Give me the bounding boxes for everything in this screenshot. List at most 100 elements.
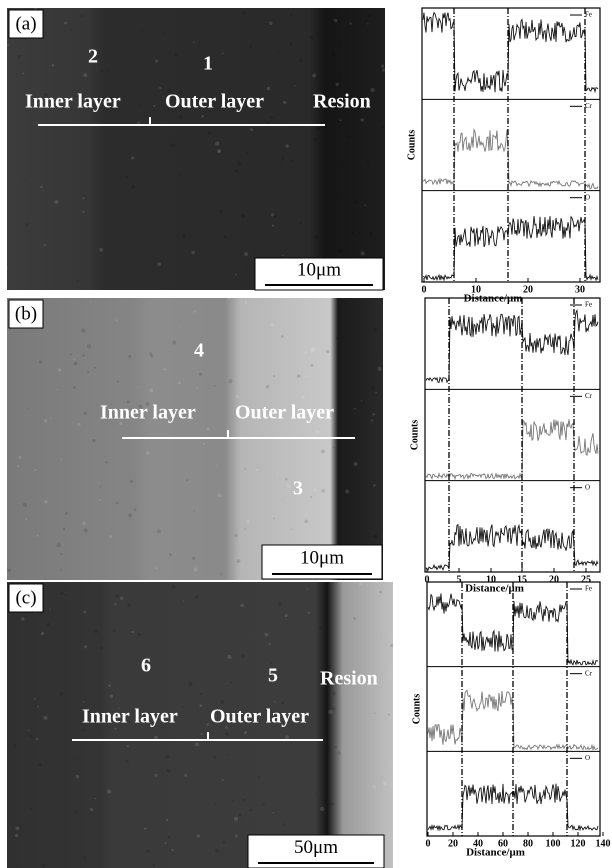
profile-curve	[425, 523, 599, 571]
texture	[241, 417, 244, 420]
texture	[370, 419, 374, 422]
y-axis-label: Counts	[406, 130, 417, 161]
texture	[214, 803, 217, 806]
texture	[70, 28, 73, 32]
texture	[137, 121, 140, 125]
texture	[200, 732, 203, 735]
texture	[49, 417, 52, 419]
y-axis-label: Counts	[411, 694, 422, 725]
texture	[220, 573, 222, 575]
texture	[390, 643, 394, 648]
texture	[82, 197, 85, 200]
texture	[310, 496, 313, 499]
texture	[271, 224, 274, 227]
texture	[114, 602, 117, 606]
texture	[367, 23, 369, 25]
texture	[125, 175, 129, 179]
texture	[40, 631, 45, 636]
texture	[127, 513, 133, 518]
texture	[349, 22, 352, 25]
texture	[207, 130, 212, 135]
texture	[15, 826, 20, 831]
panel-label-box	[8, 299, 44, 329]
texture	[229, 681, 233, 684]
texture	[199, 692, 203, 696]
x-tick-label: 20	[448, 838, 458, 849]
texture	[236, 559, 241, 564]
texture	[74, 810, 76, 813]
texture	[278, 602, 283, 607]
texture	[306, 588, 308, 590]
texture	[25, 518, 28, 520]
texture	[76, 279, 80, 283]
texture	[301, 395, 305, 399]
texture	[29, 807, 33, 811]
texture	[137, 386, 139, 388]
texture	[219, 209, 224, 214]
texture	[206, 427, 210, 431]
texture	[105, 460, 108, 464]
x-tick-label: 80	[523, 838, 533, 849]
x-tick-label: 15	[517, 574, 527, 585]
texture	[373, 535, 376, 538]
texture	[167, 769, 172, 774]
texture	[272, 214, 277, 219]
texture	[299, 222, 303, 225]
panel-label-box	[8, 583, 44, 613]
texture	[285, 478, 288, 481]
texture	[131, 630, 134, 634]
texture	[283, 100, 287, 105]
texture	[257, 776, 260, 779]
texture	[83, 610, 87, 614]
texture	[62, 527, 66, 531]
texture	[51, 63, 55, 67]
texture	[278, 50, 280, 53]
texture	[238, 812, 242, 817]
texture	[115, 501, 119, 505]
texture	[286, 484, 291, 488]
texture	[234, 816, 238, 821]
texture	[217, 150, 221, 153]
texture	[372, 412, 376, 416]
texture	[64, 594, 67, 597]
texture	[307, 611, 310, 614]
texture	[6, 43, 9, 47]
texture	[100, 69, 104, 73]
texture	[235, 394, 239, 399]
x-tick-label: 20	[523, 284, 533, 295]
texture	[171, 848, 174, 852]
texture	[339, 333, 342, 336]
texture	[22, 502, 28, 508]
texture	[262, 803, 265, 806]
texture	[240, 213, 245, 218]
texture	[179, 115, 183, 119]
texture	[75, 774, 80, 779]
texture	[152, 863, 156, 867]
texture	[312, 73, 317, 78]
texture	[46, 623, 51, 627]
texture	[354, 234, 357, 237]
texture	[232, 799, 235, 803]
texture	[317, 473, 320, 476]
texture	[246, 519, 250, 524]
texture	[145, 451, 150, 455]
texture	[117, 707, 120, 710]
texture	[192, 313, 194, 315]
texture	[93, 628, 98, 633]
texture	[17, 54, 22, 59]
texture	[178, 325, 180, 327]
texture	[47, 777, 50, 780]
texture	[364, 204, 366, 207]
texture	[353, 407, 356, 410]
texture	[220, 699, 225, 705]
texture	[38, 360, 43, 364]
texture	[128, 354, 132, 358]
texture	[80, 15, 84, 18]
texture	[354, 200, 358, 204]
texture	[212, 755, 216, 759]
texture	[144, 827, 147, 830]
texture	[186, 479, 189, 482]
texture	[227, 105, 230, 108]
texture	[279, 161, 282, 164]
